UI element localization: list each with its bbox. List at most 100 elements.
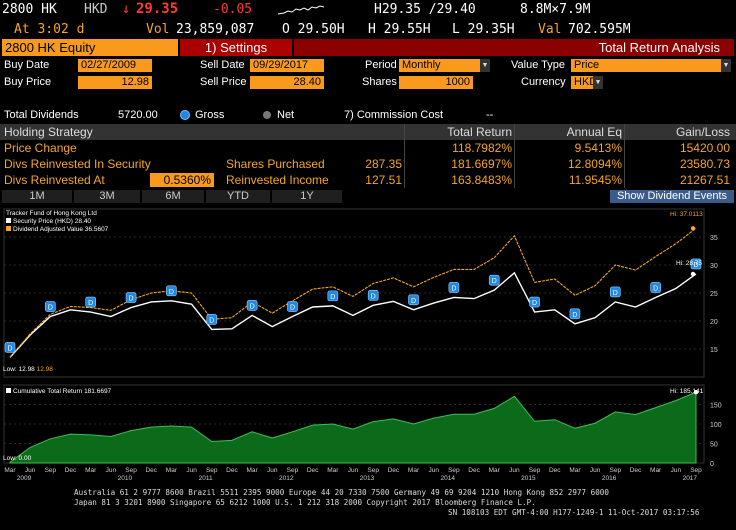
value-type-value: Price xyxy=(574,59,600,71)
dividend-marker-icon xyxy=(4,342,16,353)
x-tick-year: 2016 xyxy=(602,475,617,482)
price-change: -0.05 xyxy=(213,2,253,17)
buy-price-field[interactable]: 12.98 xyxy=(78,76,152,89)
x-tick-month: Jun xyxy=(25,467,36,474)
period-1y-button[interactable]: 1Y xyxy=(272,190,342,203)
annual-eq-value: 11.9545% xyxy=(568,173,622,187)
dividend-marker-label: D xyxy=(250,303,255,310)
period-ytd-button[interactable]: YTD xyxy=(206,190,270,203)
dividend-marker-label: D xyxy=(169,289,174,296)
y-tick-label-upper: 30 xyxy=(710,263,718,270)
dividend-marker-label: D xyxy=(693,262,698,269)
x-tick-month: Mar xyxy=(569,467,581,474)
total-return-chart: 15 20 25 30 35 0 50 100 150 D D D D D D D D D D D D D D D D D D Mar… xyxy=(3,208,722,482)
open-price: O 29.50H xyxy=(282,22,345,37)
x-tick-year: 2014 xyxy=(440,475,455,482)
x-tick-month: Mar xyxy=(166,467,178,474)
hi-bottom-label: Hi: 185.141 xyxy=(670,388,704,395)
value-type-select[interactable]: Price ▼ xyxy=(571,59,731,72)
x-tick-month: Jun xyxy=(267,467,278,474)
dividend-marker-label: D xyxy=(330,294,335,301)
sell-price-field[interactable]: 28.40 xyxy=(250,76,324,89)
show-dividend-events-button[interactable]: Show Dividend Events xyxy=(610,190,734,203)
chevron-down-icon: ▼ xyxy=(480,59,490,72)
period-6m-button[interactable]: 6M xyxy=(142,190,204,203)
dividend-marker-icon xyxy=(367,290,379,301)
dividend-marker-label: D xyxy=(88,300,93,307)
buy-date-field[interactable]: 02/27/2009 xyxy=(78,59,152,72)
chart-legend-bottom: Cumulative Total Return 181.6697 xyxy=(6,388,111,395)
legend-security-name: Tracker Fund of Hong Kong Ltd xyxy=(6,210,97,217)
bid-ask-size: 8.8M×7.9M xyxy=(520,2,591,17)
dividend-marker-label: D xyxy=(209,317,214,324)
sell-date-label: Sell Date xyxy=(200,59,245,71)
x-tick-month: Jun xyxy=(590,467,601,474)
reinvest-rate-field[interactable]: 0.5360% xyxy=(150,173,214,187)
x-tick-month: Sep xyxy=(367,467,379,474)
gain-loss-value: 21267.51 xyxy=(679,173,730,187)
shares-purchased-value: 287.35 xyxy=(365,157,402,171)
x-tick-month: Mar xyxy=(489,467,501,474)
row-label: Divs Reinvested At xyxy=(4,173,105,187)
chevron-down-icon[interactable]: ▼ xyxy=(593,76,603,89)
low-price: L 29.35H xyxy=(452,22,515,37)
sparkline-icon xyxy=(278,5,324,15)
x-tick-month: Sep xyxy=(45,467,57,474)
total-dividends-value: 5720.00 xyxy=(118,109,158,121)
x-tick-month: Sep xyxy=(287,467,299,474)
low-labels: Low: 12.98 12.98 xyxy=(3,366,53,373)
total-return-value: 118.7982% xyxy=(452,141,512,155)
total-return-value: 181.6697% xyxy=(451,157,512,171)
x-tick-month: Jun xyxy=(671,467,682,474)
period-3m-button[interactable]: 3M xyxy=(74,190,140,203)
commission-cost-button[interactable]: 7) Commission Cost xyxy=(344,109,444,121)
y-tick-label-upper: 25 xyxy=(710,291,718,298)
low-bottom-label: Low: 0.00 xyxy=(3,455,32,462)
period-1m-button[interactable]: 1M xyxy=(2,190,72,203)
chevron-down-icon: ▼ xyxy=(721,59,731,72)
dividend-marker-icon xyxy=(287,301,298,312)
security-field[interactable]: 2800 HK Equity xyxy=(2,39,178,56)
dividend-marker-icon xyxy=(166,285,177,297)
sell-date-field[interactable]: 09/29/2017 xyxy=(250,59,324,72)
dividend-marker-icon xyxy=(690,258,702,270)
period-select[interactable]: Monthly ▼ xyxy=(399,59,490,72)
y-tick-label-upper: 15 xyxy=(710,347,718,354)
dividend-marker-icon xyxy=(609,286,621,298)
dividend-marker-icon xyxy=(529,296,540,308)
x-tick-month: Mar xyxy=(85,467,97,474)
x-tick-year: 2010 xyxy=(118,475,133,482)
currency-select[interactable]: HKD xyxy=(571,76,597,89)
legend-price: Security Price (HKD) 28.40 xyxy=(6,218,108,226)
col-gain-loss: Gain/Loss xyxy=(675,125,730,139)
total-return-value: 163.8483% xyxy=(451,173,512,187)
shares-field[interactable]: 1000 xyxy=(399,76,473,89)
dividend-marker-label: D xyxy=(451,285,456,292)
currency-value: HKD xyxy=(574,76,598,88)
x-tick-month: Sep xyxy=(529,467,541,474)
y-tick-label-lower: 50 xyxy=(710,442,718,449)
x-tick-month: Mar xyxy=(408,467,420,474)
x-tick-month: Dec xyxy=(549,467,561,474)
reinvested-income-label: Reinvested Income xyxy=(226,173,329,187)
net-label: Net xyxy=(277,109,295,121)
bid-ask: H29.35 /29.40 xyxy=(374,2,476,17)
col-annual-eq: Annual Eq xyxy=(566,125,622,139)
settings-button[interactable]: 1) Settings xyxy=(180,39,292,56)
dividend-marker-icon xyxy=(408,294,419,306)
x-tick-month: Dec xyxy=(226,467,238,474)
net-radio[interactable] xyxy=(263,111,271,119)
x-tick-month: Dec xyxy=(388,467,400,474)
x-tick-month: Sep xyxy=(125,467,137,474)
gross-radio[interactable] xyxy=(181,111,189,119)
high-price: H 29.55H xyxy=(368,22,431,37)
hi-marker-orange xyxy=(690,226,696,231)
dividend-marker-label: D xyxy=(411,298,416,305)
dividend-adjusted-line xyxy=(9,227,697,358)
y-tick-label-lower: 150 xyxy=(710,403,722,410)
x-tick-month: Jun xyxy=(348,467,359,474)
dividend-marker-label: D xyxy=(532,300,537,307)
x-tick-month: Dec xyxy=(307,467,319,474)
dividend-marker-icon xyxy=(125,292,137,303)
footer-contacts: Australia 61 2 9777 8600 Brazil 5511 239… xyxy=(74,488,609,497)
